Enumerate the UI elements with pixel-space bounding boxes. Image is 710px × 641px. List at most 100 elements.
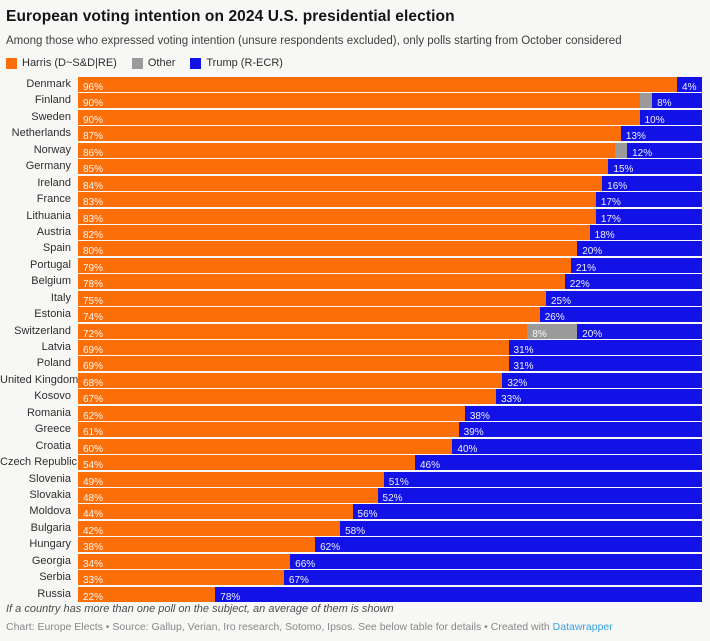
harris-value-label: 69% [83, 361, 104, 372]
chart-row: Austria 82% 18% [0, 224, 710, 241]
legend-item-trump: Trump (R-ECR) [190, 57, 283, 69]
stacked-bar: 78% 22% [78, 274, 702, 290]
harris-value-label: 85% [83, 164, 104, 175]
chart-row: Greece 61% 39% [0, 422, 710, 438]
harris-value-label: 22% [83, 591, 104, 602]
credit-text: Chart: Europe Elects • Source: Gallup, V… [6, 621, 553, 633]
stacked-bar: 90% 10% [78, 109, 702, 125]
stacked-bar: 75% 25% [78, 290, 702, 306]
trump-value-label: 13% [625, 131, 646, 142]
chart-row: Poland 69% 31% [0, 356, 710, 372]
harris-bar-segment: 22% [78, 586, 216, 602]
harris-bar-segment: 96% [78, 77, 678, 92]
stacked-bar: 48% 52% [78, 487, 702, 503]
chart-row: Kosovo 67% 33% [0, 389, 710, 405]
trump-value-label: 15% [613, 164, 634, 175]
trump-value-label: 78% [220, 591, 241, 602]
country-label: Germany [25, 160, 71, 173]
harris-value-label: 90% [83, 114, 104, 125]
trump-value-label: 58% [345, 525, 366, 536]
harris-value-label: 79% [83, 262, 104, 273]
country-label: Moldova [29, 505, 71, 518]
other-bar-segment [614, 142, 628, 158]
trump-value-label: 52% [382, 492, 403, 503]
harris-value-label: 61% [83, 427, 104, 438]
stacked-bar: 84% 16% [78, 175, 702, 191]
harris-bar-segment: 68% [78, 372, 503, 388]
stacked-bar: 54% 46% [78, 455, 702, 471]
trump-bar-segment: 25% [546, 290, 702, 306]
harris-bar-segment: 33% [78, 570, 284, 586]
harris-bar-segment: 44% [78, 504, 353, 520]
harris-bar-segment: 54% [78, 455, 415, 471]
harris-bar-segment: 60% [78, 438, 453, 454]
harris-bar-segment: 84% [78, 175, 603, 191]
harris-value-label: 96% [83, 82, 104, 92]
harris-bar-segment: 83% [78, 208, 596, 224]
page-title: European voting intention on 2024 U.S. p… [6, 8, 455, 25]
trump-bar-segment: 21% [570, 257, 702, 273]
harris-value-label: 75% [83, 295, 104, 306]
harris-value-label: 83% [83, 197, 104, 208]
trump-bar-segment: 17% [595, 208, 702, 224]
credit-line: Chart: Europe Elects • Source: Gallup, V… [6, 621, 702, 633]
harris-value-label: 38% [83, 542, 104, 553]
stacked-bar: 83% 17% [78, 192, 702, 208]
country-label: France [36, 193, 71, 206]
harris-value-label: 82% [83, 229, 104, 240]
harris-bar-segment: 48% [78, 487, 378, 503]
stacked-bar: 44% 56% [78, 504, 702, 520]
stacked-bar: 68% 32% [78, 372, 702, 388]
trump-value-label: 51% [388, 476, 409, 487]
trump-bar-segment: 51% [383, 471, 702, 487]
country-label: Spain [42, 242, 71, 255]
harris-value-label: 49% [83, 476, 104, 487]
harris-bar-segment: 80% [78, 241, 578, 257]
country-label: Hungary [29, 538, 71, 551]
stacked-bar: 38% 62% [78, 537, 702, 553]
country-label: Georgia [31, 554, 71, 567]
stacked-bar: 69% 31% [78, 356, 702, 372]
other-bar-segment [639, 93, 653, 109]
harris-bar-segment: 62% [78, 405, 465, 421]
chart-row: Romania 62% 38% [0, 405, 710, 422]
trump-bar-segment: 10% [639, 109, 702, 125]
country-label: Sweden [31, 110, 71, 123]
datawrapper-link[interactable]: Datawrapper [552, 621, 613, 633]
country-label: Denmark [26, 78, 71, 90]
trump-bar-segment: 18% [589, 224, 702, 240]
harris-value-label: 44% [83, 509, 104, 520]
trump-bar-segment: 56% [352, 504, 702, 520]
country-label: United Kingdom [0, 373, 79, 386]
chart-row: Lithuania 83% 17% [0, 208, 710, 225]
trump-value-label: 25% [551, 295, 572, 306]
stacked-bar-chart: Denmark 96% 4% Finland 90% 8% Sweden 90% 10% Neth… [0, 77, 710, 603]
chart-row: Slovenia 49% 51% [0, 471, 710, 488]
country-label: Belgium [31, 275, 71, 288]
harris-bar-segment: 87% [78, 126, 621, 142]
trump-value-label: 16% [607, 180, 628, 191]
harris-value-label: 72% [83, 328, 104, 339]
trump-bar-segment: 16% [602, 175, 702, 191]
country-label: Latvia [41, 341, 71, 353]
chart-card: European voting intention on 2024 U.S. p… [0, 8, 710, 603]
chart-row: Netherlands 87% 13% [0, 126, 710, 142]
other-value-label: 8% [532, 328, 547, 339]
stacked-bar: 60% 40% [78, 438, 702, 454]
chart-row: Czech Republic 54% 46% [0, 455, 710, 471]
country-label: Poland [36, 357, 71, 370]
legend-label-trump: Trump (R-ECR) [206, 57, 283, 69]
trump-value-label: 12% [632, 147, 653, 158]
country-label: Bulgaria [30, 521, 71, 534]
trump-bar-segment: 13% [620, 126, 702, 142]
stacked-bar: 49% 51% [78, 471, 702, 487]
chart-row: United Kingdom 68% 32% [0, 372, 710, 389]
harris-value-label: 54% [83, 460, 104, 471]
trump-bar-segment: 38% [464, 405, 702, 421]
country-label: Croatia [35, 439, 71, 452]
trump-value-label: 31% [513, 345, 534, 355]
country-label: Romania [26, 406, 71, 419]
chart-row: Croatia 60% 40% [0, 438, 710, 455]
country-label: Lithuania [26, 209, 71, 222]
harris-bar-segment: 86% [78, 142, 615, 158]
